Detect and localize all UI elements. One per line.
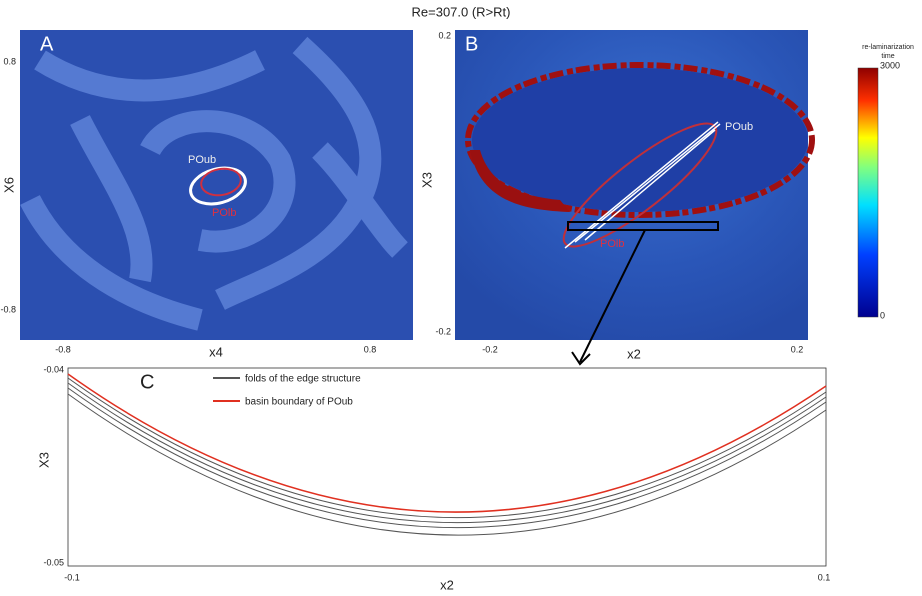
panel-label: B bbox=[465, 33, 478, 55]
basin-boundary bbox=[67, 373, 827, 513]
colorbar-tick: 0 bbox=[880, 310, 885, 320]
y-axis-label: X3 bbox=[36, 452, 51, 468]
y-tick-label: -0.04 bbox=[43, 364, 64, 374]
y-tick-label: 0.2 bbox=[438, 30, 451, 40]
y-axis-label: X3 bbox=[419, 172, 434, 188]
y-tick-label: -0.2 bbox=[435, 326, 451, 336]
legend-entry: folds of the edge structure bbox=[245, 374, 361, 385]
folds bbox=[67, 377, 827, 536]
panel-c: folds of the edge structure basin bounda… bbox=[36, 364, 830, 592]
swirls bbox=[20, 36, 408, 331]
panel-b: B POub POlb 0.2 -0.2 -0.2 0.2 x2 X3 bbox=[419, 30, 815, 366]
annotation: POlb bbox=[600, 238, 624, 250]
x-axis-label: x2 bbox=[627, 346, 641, 361]
axes bbox=[67, 367, 827, 567]
x-axis-label: x4 bbox=[209, 344, 223, 359]
arrow-head bbox=[571, 351, 591, 366]
annotation: POub bbox=[188, 154, 216, 166]
y-tick-label: -0.05 bbox=[43, 557, 64, 567]
y-axis-label: X6 bbox=[1, 177, 16, 193]
zoom-arrow bbox=[579, 229, 646, 363]
colorbar-tick: 3000 bbox=[880, 60, 900, 70]
panel-a: A POub POlb 0.8 -0.8 -0.8 0.8 x4 X6 bbox=[0, 30, 413, 359]
colorbar-title: time bbox=[881, 53, 894, 60]
y-tick-label: 0.8 bbox=[3, 56, 16, 66]
orbit-lb bbox=[200, 167, 242, 197]
zoom-box bbox=[567, 221, 719, 231]
figure-title: Re=307.0 (R>Rt) bbox=[412, 4, 511, 19]
panel-label: A bbox=[40, 33, 54, 55]
x-tick-label: -0.8 bbox=[55, 344, 71, 354]
legend-entry: basin boundary of POub bbox=[245, 397, 353, 408]
panel-label: C bbox=[140, 371, 154, 393]
x-axis-label: x2 bbox=[440, 577, 454, 592]
annotation: POub bbox=[725, 121, 753, 133]
colorbar-scale bbox=[857, 67, 879, 318]
annotation: POlb bbox=[212, 207, 236, 219]
x-tick-label: 0.2 bbox=[791, 344, 804, 354]
x-tick-label: -0.1 bbox=[64, 572, 80, 582]
colorbar-title: re-laminarization bbox=[862, 44, 914, 51]
y-tick-label: -0.8 bbox=[0, 304, 16, 314]
edge-band bbox=[470, 150, 570, 212]
orbit-lb bbox=[562, 122, 718, 248]
colorbar: re-laminarization time 3000 0 bbox=[857, 44, 914, 320]
x-tick-label: -0.2 bbox=[482, 344, 498, 354]
x-tick-label: 0.8 bbox=[364, 344, 377, 354]
x-tick-label: 0.1 bbox=[818, 572, 831, 582]
basin bbox=[472, 68, 808, 212]
